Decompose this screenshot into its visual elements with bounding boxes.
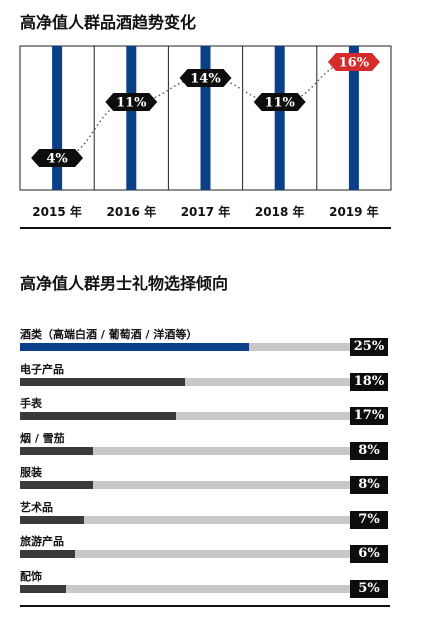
- value-badge: [327, 53, 380, 71]
- bar-fill: [20, 377, 185, 386]
- percent-badge: 6%: [350, 545, 388, 563]
- x-tick-label: 2017 年: [181, 204, 231, 219]
- x-tick-label: 2018 年: [255, 204, 305, 219]
- bar-fill: [20, 481, 94, 489]
- gift-category-label: 烟 / 雪茄: [20, 431, 65, 445]
- trend-chart-title: 高净值人群品酒趋势变化: [20, 13, 197, 32]
- value-label: 16%: [339, 56, 370, 71]
- year-bar: [52, 46, 63, 190]
- bar-track: [20, 412, 350, 420]
- bar-fill: [20, 584, 66, 593]
- bar-track: [20, 584, 350, 593]
- value-badge: [179, 69, 232, 87]
- bar-track: [20, 515, 350, 524]
- bar-track: [20, 446, 350, 455]
- percent-badge: 17%: [350, 407, 388, 425]
- x-tick-label: 2016 年: [107, 204, 157, 219]
- bar-fill: [20, 412, 176, 420]
- gift-category-label: 电子产品: [20, 362, 64, 376]
- percent-badge: 8%: [350, 441, 388, 460]
- year-bar: [348, 46, 359, 190]
- gift-chart-title: 高净值人群男士礼物选择倾向: [20, 274, 229, 293]
- gift-category-label: 旅游产品: [20, 535, 64, 548]
- bar-track: [20, 550, 350, 558]
- percent-badge: 5%: [350, 579, 388, 598]
- bar-track: [20, 343, 350, 351]
- wine-trend-chart: 4% 11% 14% 11% 16% 2015 年 2016 年 2017 年 2018 年 2…: [19, 45, 392, 229]
- percent-badge: 7%: [350, 510, 388, 529]
- gift-category-label: 酒类（高端白酒 / 葡萄酒 / 洋酒等）: [20, 328, 198, 341]
- percent-badge: 25%: [350, 338, 388, 356]
- value-label: 14%: [190, 72, 221, 87]
- bar-fill: [20, 343, 250, 351]
- bar-track: [20, 481, 350, 489]
- value-badge: [253, 93, 306, 111]
- bar-fill: [20, 446, 94, 455]
- value-label: 11%: [116, 96, 147, 111]
- x-tick-label: 2019 年: [329, 204, 379, 219]
- x-tick-label: 2015 年: [32, 204, 82, 219]
- bottom-rule: [20, 605, 390, 607]
- value-label: 4%: [46, 152, 68, 167]
- bar-track: [20, 377, 350, 386]
- percent-badge: 18%: [350, 372, 388, 391]
- bar-fill: [20, 550, 75, 558]
- gift-category-label: 手表: [20, 397, 42, 410]
- value-label: 11%: [264, 96, 295, 111]
- value-badge: [105, 93, 158, 111]
- gift-category-label: 配饰: [20, 569, 42, 583]
- gift-category-label: 艺术品: [20, 500, 53, 514]
- gift-category-label: 服装: [20, 466, 42, 479]
- percent-badge: 8%: [350, 476, 388, 494]
- bar-fill: [20, 515, 85, 524]
- year-bar: [126, 46, 137, 190]
- year-bar: [274, 46, 285, 190]
- value-badge: [31, 149, 84, 167]
- year-bar: [200, 46, 211, 190]
